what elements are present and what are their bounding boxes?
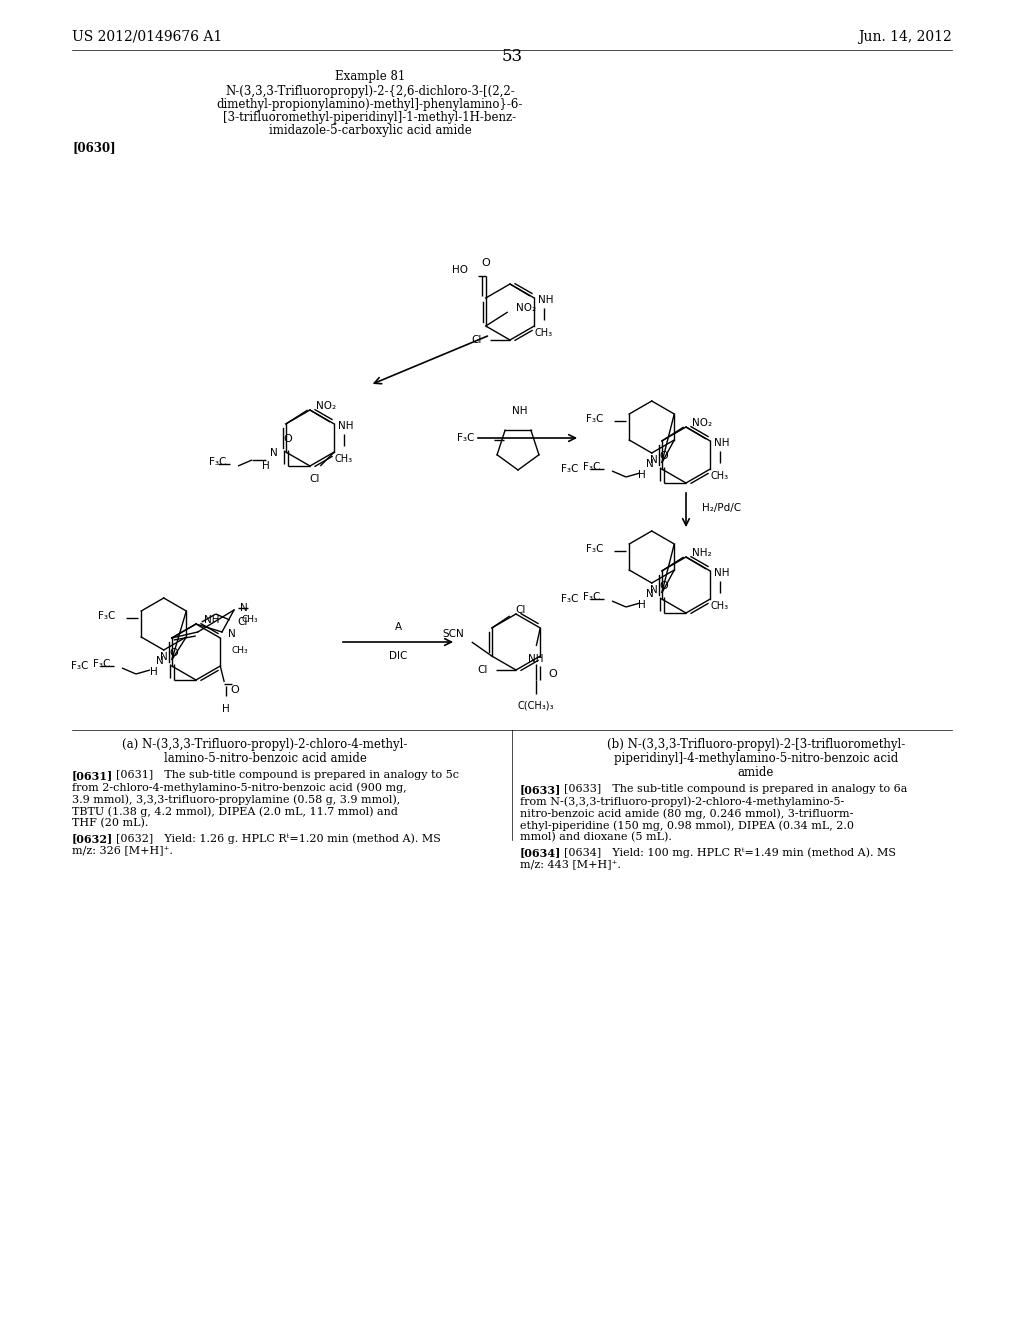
Text: N: N: [646, 459, 654, 469]
Text: ethyl-piperidine (150 mg, 0.98 mmol), DIPEA (0.34 mL, 2.0: ethyl-piperidine (150 mg, 0.98 mmol), DI…: [520, 820, 854, 830]
Text: CH₃: CH₃: [242, 615, 259, 624]
Text: NH: NH: [714, 438, 729, 447]
Text: m/z: 326 [M+H]⁺.: m/z: 326 [M+H]⁺.: [72, 845, 173, 855]
Text: H: H: [262, 461, 270, 471]
Text: N: N: [270, 447, 278, 458]
Text: F₃C: F₃C: [71, 661, 88, 671]
Text: N: N: [240, 603, 248, 612]
Text: (b) N-(3,3,3-Trifluoro-propyl)-2-[3-trifluoromethyl-: (b) N-(3,3,3-Trifluoro-propyl)-2-[3-trif…: [607, 738, 905, 751]
Text: F₃C: F₃C: [92, 659, 110, 669]
Text: N: N: [650, 585, 657, 595]
Text: NO₂: NO₂: [692, 418, 712, 428]
Text: [0633]: [0633]: [520, 784, 561, 795]
Text: HO: HO: [452, 265, 468, 275]
Text: F₃C: F₃C: [560, 594, 578, 605]
Text: piperidinyl]-4-methylamino-5-nitro-benzoic acid: piperidinyl]-4-methylamino-5-nitro-benzo…: [613, 752, 898, 766]
Text: F₃C: F₃C: [583, 591, 600, 602]
Text: F₃C: F₃C: [583, 462, 600, 473]
Text: Cl: Cl: [516, 605, 526, 615]
Text: CH₃: CH₃: [711, 601, 729, 611]
Text: F₃C: F₃C: [457, 433, 474, 444]
Text: 3.9 mmol), 3,3,3-trifluoro-propylamine (0.58 g, 3.9 mmol),: 3.9 mmol), 3,3,3-trifluoro-propylamine (…: [72, 795, 400, 805]
Text: NH₂: NH₂: [692, 548, 712, 558]
Text: NH: NH: [714, 568, 729, 578]
Text: H₂/Pd/C: H₂/Pd/C: [702, 503, 741, 513]
Text: (a) N-(3,3,3-Trifluoro-propyl)-2-chloro-4-methyl-: (a) N-(3,3,3-Trifluoro-propyl)-2-chloro-…: [122, 738, 408, 751]
Text: CH₃: CH₃: [231, 645, 248, 655]
Text: from N-(3,3,3-trifluoro-propyl)-2-chloro-4-methylamino-5-: from N-(3,3,3-trifluoro-propyl)-2-chloro…: [520, 796, 844, 807]
Text: US 2012/0149676 A1: US 2012/0149676 A1: [72, 30, 222, 44]
Text: O: O: [659, 451, 669, 461]
Text: N: N: [650, 455, 657, 465]
Text: H: H: [151, 667, 158, 677]
Text: Cl: Cl: [238, 616, 248, 627]
Text: H: H: [638, 470, 646, 480]
Text: SCN: SCN: [442, 630, 464, 639]
Text: [0632]: [0632]: [72, 833, 114, 843]
Text: O: O: [659, 581, 669, 591]
Text: NH: NH: [528, 653, 544, 664]
Text: F₃C: F₃C: [587, 414, 604, 424]
Text: N: N: [228, 630, 236, 639]
Text: N: N: [156, 656, 164, 667]
Text: mmol) and dioxane (5 mL).: mmol) and dioxane (5 mL).: [520, 832, 672, 842]
Text: [0633] The sub-title compound is prepared in analogy to 6a: [0633] The sub-title compound is prepare…: [564, 784, 907, 795]
Text: F₃C: F₃C: [587, 544, 604, 554]
Text: Cl: Cl: [309, 474, 319, 484]
Text: Jun. 14, 2012: Jun. 14, 2012: [858, 30, 952, 44]
Text: H: H: [222, 704, 230, 714]
Text: Cl: Cl: [477, 665, 488, 675]
Text: N: N: [160, 652, 168, 663]
Text: nitro-benzoic acid amide (80 mg, 0.246 mmol), 3-trifluorm-: nitro-benzoic acid amide (80 mg, 0.246 m…: [520, 808, 853, 818]
Text: [0631]: [0631]: [72, 770, 114, 781]
Text: NH: NH: [538, 294, 554, 305]
Text: F₃C: F₃C: [98, 611, 116, 620]
Text: N-(3,3,3-Trifluoropropyl)-2-{2,6-dichloro-3-[(2,2-: N-(3,3,3-Trifluoropropyl)-2-{2,6-dichlor…: [225, 84, 515, 98]
Text: O: O: [481, 257, 490, 268]
Text: 53: 53: [502, 48, 522, 65]
Text: C(CH₃)₃: C(CH₃)₃: [518, 700, 555, 710]
Text: O: O: [548, 669, 557, 678]
Text: dimethyl-propionylamino)-methyl]-phenylamino}-6-: dimethyl-propionylamino)-methyl]-phenyla…: [217, 98, 523, 111]
Text: [0631] The sub-title compound is prepared in analogy to 5c: [0631] The sub-title compound is prepare…: [116, 770, 459, 780]
Text: THF (20 mL).: THF (20 mL).: [72, 818, 148, 829]
Text: F₃C: F₃C: [560, 465, 578, 474]
Text: O: O: [230, 685, 239, 696]
Text: [0630]: [0630]: [72, 141, 116, 154]
Text: from 2-chloro-4-methylamino-5-nitro-benzoic acid (900 mg,: from 2-chloro-4-methylamino-5-nitro-benz…: [72, 781, 407, 792]
Text: DIC: DIC: [389, 651, 408, 661]
Text: [0632] Yield: 1.26 g. HPLC Rᵗ=1.20 min (method A). MS: [0632] Yield: 1.26 g. HPLC Rᵗ=1.20 min (…: [116, 833, 441, 843]
Text: imidazole-5-carboxylic acid amide: imidazole-5-carboxylic acid amide: [268, 124, 471, 137]
Text: A: A: [394, 622, 401, 632]
Text: NH: NH: [512, 407, 527, 416]
Text: CH₃: CH₃: [711, 471, 729, 480]
Text: NO₂: NO₂: [315, 401, 336, 411]
Text: H: H: [638, 601, 646, 610]
Text: m/z: 443 [M+H]⁺.: m/z: 443 [M+H]⁺.: [520, 859, 621, 869]
Text: Example 81: Example 81: [335, 70, 406, 83]
Text: NH: NH: [204, 615, 219, 624]
Text: F₃C: F₃C: [209, 457, 226, 467]
Text: Cl: Cl: [472, 335, 482, 345]
Text: amide: amide: [738, 766, 774, 779]
Text: O: O: [284, 434, 293, 444]
Text: NH: NH: [338, 421, 353, 432]
Text: N: N: [646, 589, 654, 599]
Text: [0634] Yield: 100 mg. HPLC Rᵗ=1.49 min (method A). MS: [0634] Yield: 100 mg. HPLC Rᵗ=1.49 min (…: [564, 847, 896, 858]
Text: [3-trifluoromethyl-piperidinyl]-1-methyl-1H-benz-: [3-trifluoromethyl-piperidinyl]-1-methyl…: [223, 111, 516, 124]
Text: O: O: [170, 648, 178, 657]
Text: lamino-5-nitro-benzoic acid amide: lamino-5-nitro-benzoic acid amide: [164, 752, 367, 766]
Text: NO₂: NO₂: [516, 304, 536, 313]
Text: CH₃: CH₃: [535, 327, 553, 338]
Text: CH₃: CH₃: [335, 454, 353, 465]
Text: [0634]: [0634]: [520, 847, 561, 858]
Text: TBTU (1.38 g, 4.2 mmol), DIPEA (2.0 mL, 11.7 mmol) and: TBTU (1.38 g, 4.2 mmol), DIPEA (2.0 mL, …: [72, 807, 398, 817]
